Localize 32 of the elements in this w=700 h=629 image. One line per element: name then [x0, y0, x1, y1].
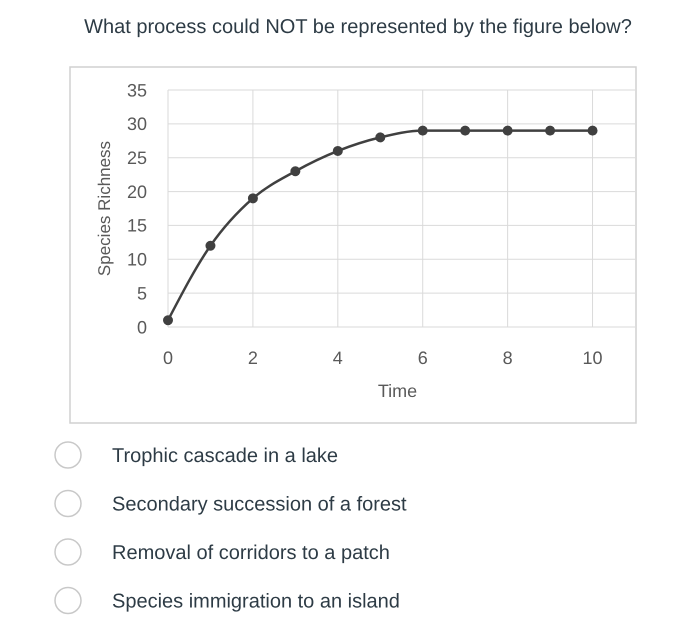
x-tick-label: 8 — [502, 348, 513, 368]
text: Species immigration to an island — [112, 590, 400, 612]
point — [375, 132, 386, 142]
chart-title: What process could NOT be represented by the figure below? — [84, 16, 632, 38]
x-tick-label: 0 — [162, 348, 174, 368]
point — [248, 193, 258, 204]
x-tick-label: 4 — [332, 348, 343, 368]
text: Trophic cascade in a lake — [112, 445, 338, 467]
y-tick-label: 35 — [126, 80, 147, 100]
point — [418, 126, 428, 136]
x-axis-title: Time — [378, 381, 418, 401]
point — [332, 146, 343, 156]
x-tick-label: 6 — [418, 348, 428, 368]
y-tick-label: 5 — [136, 283, 147, 304]
y-tick-label: 0 — [136, 317, 147, 338]
y-tick-label: 30 — [126, 114, 147, 134]
point — [163, 315, 173, 326]
point — [290, 166, 300, 176]
point — [588, 126, 598, 136]
x-tick-label: 10 — [582, 348, 603, 368]
y-tick-label: 20 — [126, 182, 147, 202]
y-tick-label: 15 — [126, 216, 147, 236]
text: Secondary succession of a forest — [112, 494, 408, 516]
point — [460, 126, 470, 136]
point — [502, 126, 513, 136]
y-tick-label: 25 — [126, 148, 147, 168]
y-tick-label: 10 — [126, 250, 147, 270]
point — [545, 126, 556, 136]
y-axis-title: Species Richness — [95, 140, 114, 276]
point — [205, 240, 216, 251]
x-tick-label: 2 — [248, 348, 258, 368]
text: Removal of corridors to a patch — [112, 542, 390, 564]
